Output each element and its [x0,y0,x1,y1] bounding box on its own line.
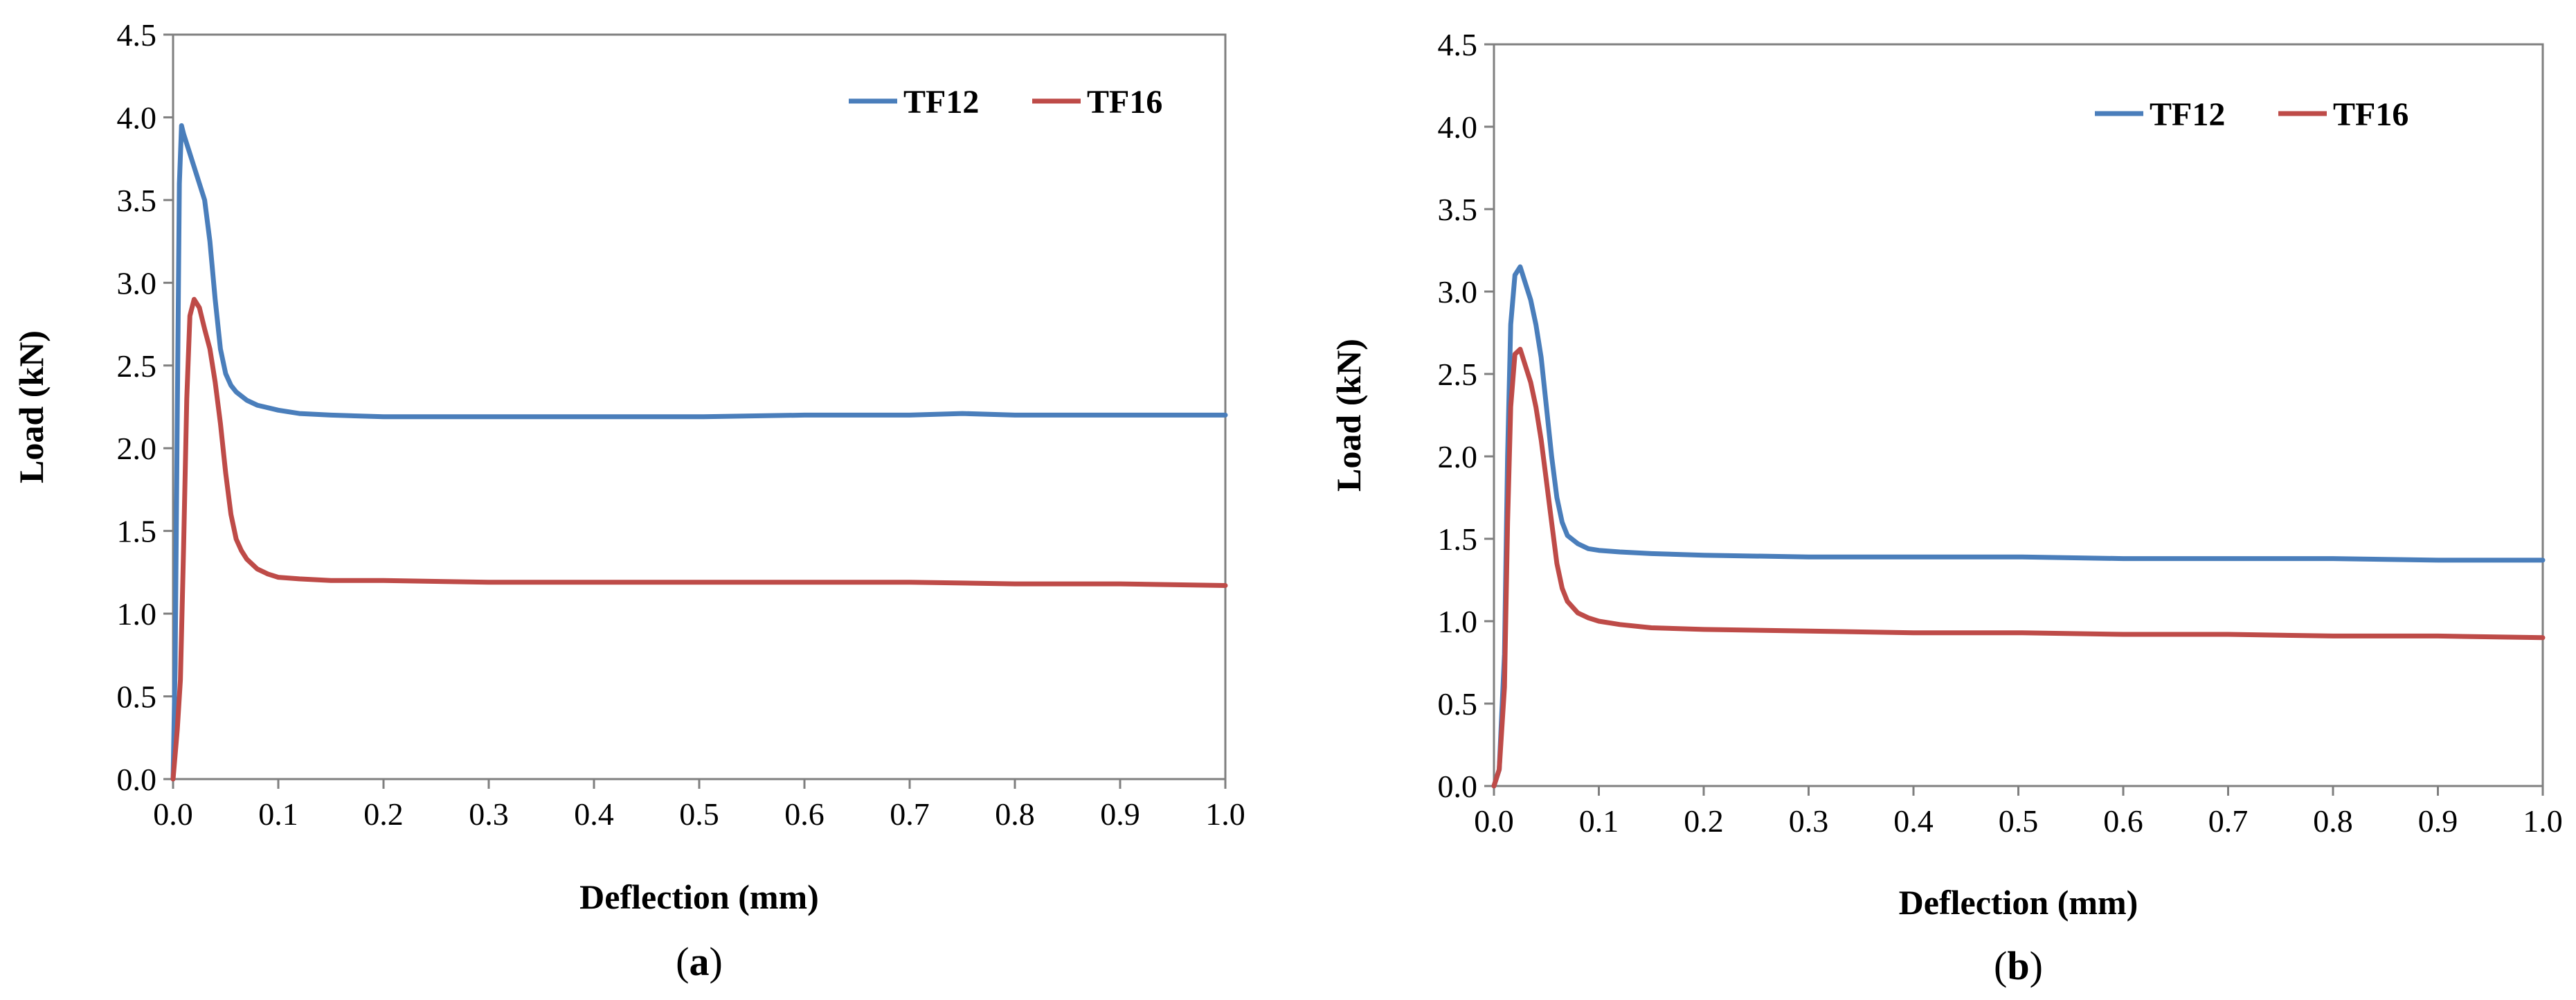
x-tick-label: 0.7 [890,796,930,832]
plot-area [172,33,1227,780]
y-tick-label: 2.5 [117,348,157,384]
legend: TF12 TF16 [2095,96,2408,133]
series-line-tf12 [170,123,1228,782]
x-tick-label: 0.1 [1579,803,1619,839]
y-tick-label: 4.5 [1438,27,1478,62]
x-tick-label: 0.4 [574,796,614,832]
chart-a: 0.0 0.5 1.0 1.5 2.0 2.5 3.0 3.5 4.0 4.5 0.0 0.1 0.2 0… [12,17,1245,984]
y-tick-label: 4.5 [117,17,157,53]
panel-caption: (a) [676,939,723,984]
x-tick-label: 0.9 [1100,796,1140,832]
y-tick-label: 1.0 [117,596,157,632]
x-tick-label: 0.0 [1474,803,1514,839]
series-line-tf12 [1491,264,2546,789]
y-tick-label: 2.5 [1438,357,1478,392]
x-tick-label: 1.0 [2523,803,2563,839]
y-tick-label: 4.0 [1438,109,1478,145]
x-tick-label: 0.5 [679,796,719,832]
x-tick-label: 0.7 [2208,803,2249,839]
y-tick-label: 1.5 [1438,521,1478,557]
series-line-tf16 [170,296,1228,782]
y-tick-label: 3.0 [1438,274,1478,310]
legend-label-tf12: TF12 [903,84,979,120]
y-tick-label: 3.0 [117,265,157,301]
x-axis-title: Deflection (mm) [579,877,819,916]
x-tick-label: 0.6 [2103,803,2143,839]
legend-label-tf16: TF16 [2333,96,2408,133]
y-tick-label: 0.5 [117,679,157,715]
y-tick-label: 3.5 [1438,192,1478,227]
x-tick-label: 0.4 [1893,803,1934,839]
y-tick-label: 0.5 [1438,686,1478,722]
y-tick-label: 0.0 [117,762,157,797]
x-tick-label: 0.1 [258,796,298,832]
x-tick-label: 0.2 [1684,803,1724,839]
legend: TF12 TF16 [849,84,1162,120]
plot-area [1493,43,2544,787]
x-tick-label: 0.0 [153,796,193,832]
legend-label-tf16: TF16 [1087,84,1162,120]
x-tick-label: 0.3 [1789,803,1829,839]
series-line-tf16 [1491,346,2546,789]
y-tick-label: 2.0 [1438,439,1478,474]
x-tick-label: 0.6 [784,796,825,832]
y-tick-label: 1.5 [117,514,157,549]
x-tick-label: 0.3 [469,796,509,832]
legend-label-tf12: TF12 [2150,96,2225,133]
chart-b: 0.0 0.5 1.0 1.5 2.0 2.5 3.0 3.5 4.0 4.5 0.0 0.1 0.2 0… [1329,27,2563,988]
y-tick-label: 3.5 [117,183,157,218]
y-axis-title: Load (kN) [12,330,51,483]
x-tick-label: 0.9 [2418,803,2458,839]
y-axis-title: Load (kN) [1329,339,1368,492]
x-tick-label: 0.5 [1999,803,2039,839]
x-tick-label: 1.0 [1205,796,1245,832]
y-tick-label: 4.0 [117,100,157,135]
y-tick-label: 2.0 [117,431,157,466]
x-tick-label: 0.8 [2313,803,2353,839]
x-tick-label: 0.8 [995,796,1035,832]
y-tick-label: 0.0 [1438,769,1478,804]
x-tick-label: 0.2 [363,796,404,832]
panel-caption: (b) [1994,943,2043,988]
x-axis-title: Deflection (mm) [1899,883,2138,922]
y-tick-label: 1.0 [1438,604,1478,639]
